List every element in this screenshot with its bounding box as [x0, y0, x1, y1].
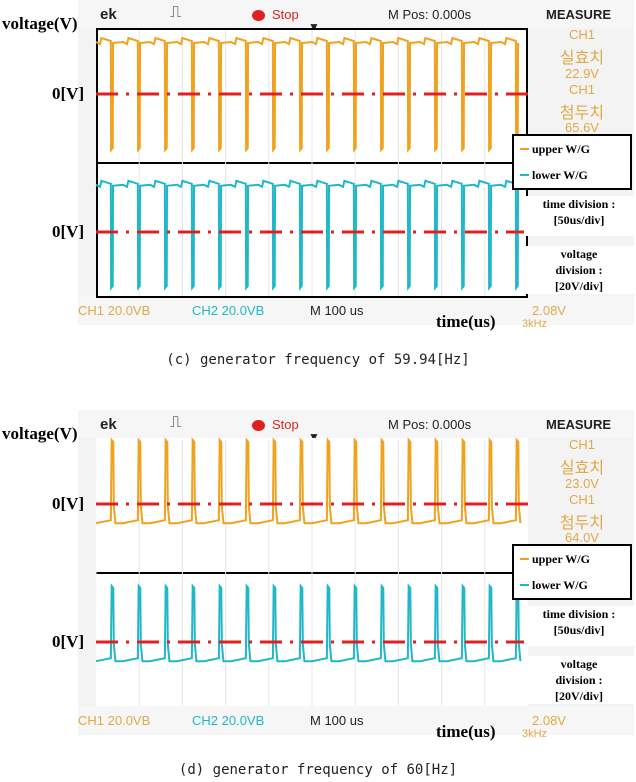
measure-ch1-b: CH1	[568, 82, 595, 97]
time-division-title: time division :	[542, 197, 616, 211]
mpos-label: M Pos: 0.000s	[388, 7, 472, 22]
voltage-division-box: voltage division : [20V/div]	[524, 656, 634, 704]
legend-label-lower: lower W/G	[532, 168, 588, 182]
legend-label-upper: upper W/G	[532, 142, 590, 156]
y-axis-label: voltage(V)	[2, 424, 78, 443]
voltage-division-title: voltage	[560, 247, 598, 261]
trigger-position-icon: ▼	[308, 430, 320, 444]
waveform-plot	[95, 30, 528, 296]
measure-label: MEASURE	[546, 7, 612, 22]
trigger-icon: ⎍	[170, 4, 182, 21]
measure-ch1-b: CH1	[568, 492, 595, 507]
y-axis-label: voltage(V)	[2, 14, 78, 33]
time-division-box: time division : [50us/div]	[524, 196, 634, 236]
scope-top-bar	[78, 410, 634, 438]
legend-swatch-lower	[520, 174, 529, 176]
scope-top-bar	[78, 0, 634, 28]
voltage-division-title: voltage	[560, 657, 598, 671]
trigger-level-label: 2.08V	[532, 713, 566, 728]
caption: (d) generator frequency of 60[Hz]	[178, 762, 458, 778]
scope-bottom-bar	[78, 296, 634, 325]
time-division-value: [50us/div]	[553, 213, 605, 227]
measure-peak-value: 65.6V	[565, 120, 599, 135]
legend: upper W/G lower W/G	[512, 134, 632, 190]
scope-bottom-bar	[78, 706, 634, 735]
measure-peak-label: 첨두치	[559, 105, 605, 122]
measure-rms-value: 22.9V	[565, 66, 599, 81]
series-line-upper	[95, 437, 522, 525]
legend: upper W/G lower W/G	[512, 544, 632, 600]
time-division-box: time division : [50us/div]	[524, 606, 634, 646]
stop-label: Stop	[272, 7, 299, 22]
measure-rms-label: 실효치	[559, 50, 605, 67]
measure-ch1-a: CH1	[568, 437, 595, 452]
measure-label: MEASURE	[546, 417, 612, 432]
mpos-label: M Pos: 0.000s	[388, 417, 472, 432]
series-line-lower	[95, 583, 522, 663]
waveform-plot	[95, 437, 528, 706]
voltage-division-value: [20V/div]	[555, 279, 603, 293]
caption: (c) generator frequency of 59.94[Hz]	[166, 352, 470, 368]
voltage-division-sub: division :	[555, 673, 603, 687]
frequency-label: 3kHz	[522, 728, 548, 740]
trigger-level-label: 2.08V	[532, 303, 566, 318]
measure-peak-label: 첨두치	[559, 515, 605, 532]
zero-label-lower: 0[V]	[52, 632, 85, 651]
stop-label: Stop	[272, 417, 299, 432]
figure-panel-d: ek ⎍ Stop ▼ M Pos: 0.000s MEASURE CH1 실효…	[0, 410, 636, 780]
stop-dot-icon	[252, 420, 265, 431]
x-axis-label: time(us)	[436, 312, 496, 331]
time-division-title: time division :	[542, 607, 616, 621]
zero-label-lower: 0[V]	[52, 222, 85, 241]
zero-label-upper: 0[V]	[52, 494, 85, 513]
measure-peak-value: 64.0V	[565, 530, 599, 545]
timebase-label: M 100 us	[310, 713, 364, 728]
series-line-upper	[95, 36, 520, 153]
trigger-icon: ⎍	[170, 414, 182, 431]
legend-swatch-lower	[520, 584, 529, 586]
x-axis-label: time(us)	[436, 722, 496, 741]
voltage-division-value: [20V/div]	[555, 689, 603, 703]
ch2-scale-label: CH2 20.0VB	[192, 713, 265, 728]
legend-swatch-upper	[520, 558, 529, 560]
figure-panel-c: ek ⎍ Stop ▼ M Pos: 0.000s MEASURE CH1 실효…	[0, 0, 636, 370]
time-division-value: [50us/div]	[553, 623, 605, 637]
ch2-scale-label: CH2 20.0VB	[192, 303, 265, 318]
measure-rms-value: 23.0V	[565, 476, 599, 491]
brand-label: ek	[100, 416, 117, 433]
ch1-scale-label: CH1 20.0VB	[78, 303, 151, 318]
legend-label-lower: lower W/G	[532, 578, 588, 592]
voltage-division-box: voltage division : [20V/div]	[524, 246, 634, 294]
stop-dot-icon	[252, 10, 265, 21]
measure-rms-label: 실효치	[559, 460, 605, 477]
ch1-scale-label: CH1 20.0VB	[78, 713, 151, 728]
zero-label-upper: 0[V]	[52, 84, 85, 103]
frequency-label: 3kHz	[522, 318, 548, 330]
brand-label: ek	[100, 6, 117, 23]
legend-label-upper: upper W/G	[532, 552, 590, 566]
series-line-lower	[95, 179, 520, 291]
trigger-position-icon: ▼	[308, 20, 320, 34]
legend-swatch-upper	[520, 148, 529, 150]
measure-ch1-a: CH1	[568, 27, 595, 42]
timebase-label: M 100 us	[310, 303, 364, 318]
voltage-division-sub: division :	[555, 263, 603, 277]
